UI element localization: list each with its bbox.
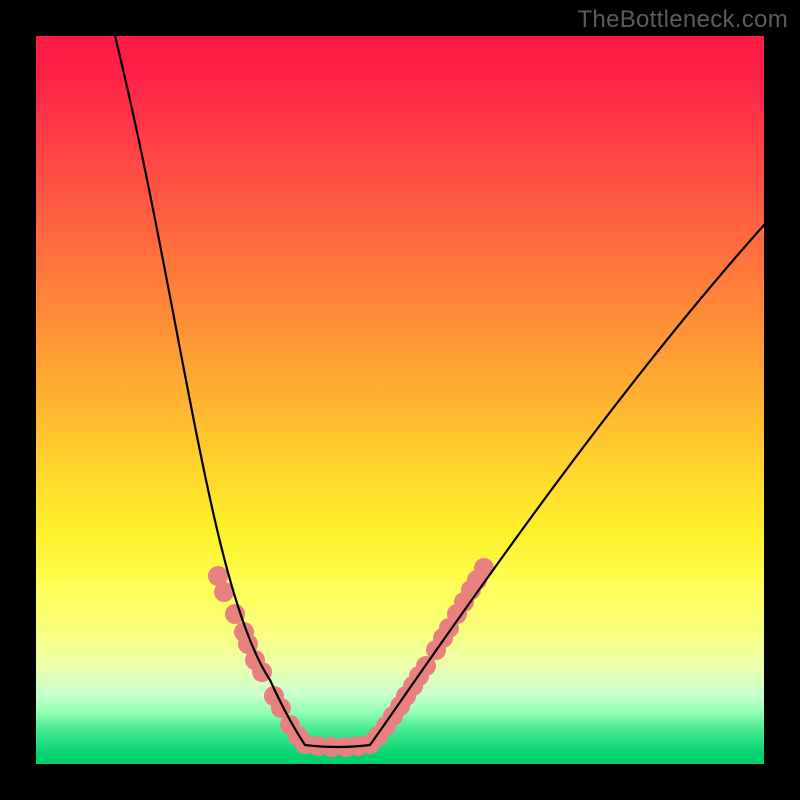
data-marker bbox=[474, 558, 494, 578]
highlight-band bbox=[36, 580, 764, 596]
gradient-background bbox=[36, 36, 764, 764]
watermark-text: TheBottleneck.com bbox=[577, 6, 788, 34]
bottleneck-chart-svg bbox=[0, 0, 800, 800]
